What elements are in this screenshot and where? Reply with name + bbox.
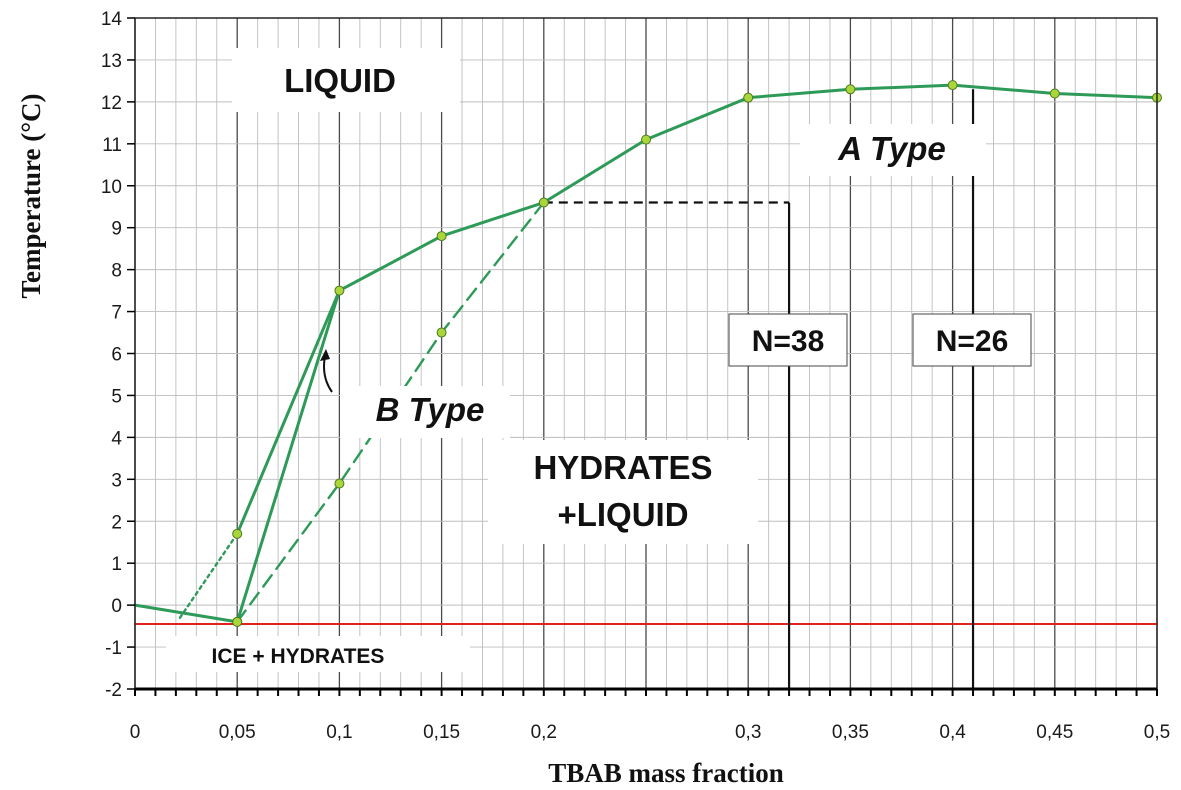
hydrates-liquid-label-bg <box>488 440 758 544</box>
x-tick-label: 0,45 <box>1036 722 1073 743</box>
liquidus-point <box>947 80 958 91</box>
x-tick-label: 0,3 <box>735 722 761 743</box>
ice-hydrates-label-bg <box>166 636 470 672</box>
y-tick-label: -2 <box>105 680 122 701</box>
y-tick-label: 6 <box>111 345 122 366</box>
y-tick-label: 0 <box>111 596 122 617</box>
b-type-arrowhead <box>320 349 330 361</box>
y-tick-label: 4 <box>111 428 122 449</box>
x-axis-title: TBAB mass fraction <box>548 758 784 788</box>
hydrates-label-line1: HYDRATES <box>533 449 712 486</box>
y-tick-label: 11 <box>102 135 122 156</box>
y-tick-label: 7 <box>111 303 122 324</box>
b-type-metastable-point <box>436 327 447 338</box>
y-tick-label: 3 <box>111 470 122 491</box>
b-type-metastable-point <box>334 478 345 489</box>
x-tick-label: 0,35 <box>832 722 869 743</box>
liquidus-point <box>436 231 447 242</box>
y-tick-label: 9 <box>111 219 122 240</box>
x-tick-label: 0 <box>130 722 141 743</box>
liquid-region-label: LIQUID <box>284 62 396 99</box>
y-tick-label: 2 <box>111 512 122 533</box>
n38-label: N=38 <box>752 325 825 358</box>
x-tick-label: 0,5 <box>1144 722 1170 743</box>
y-tick-label: 10 <box>101 177 122 198</box>
eutectic-point <box>232 616 243 627</box>
b-type-liquidus-line <box>235 290 341 535</box>
b-type-extension-line <box>178 532 239 619</box>
liquidus-point <box>1049 88 1060 99</box>
plot-frame <box>127 17 1158 696</box>
n38-label-box: N=38 <box>728 313 848 367</box>
b-type-label-bg <box>340 386 510 438</box>
b-type-label: B Type <box>376 391 485 428</box>
a-type-label: A Type <box>837 130 946 167</box>
liquidus-point <box>334 285 345 296</box>
a-type-label-bg <box>800 124 986 176</box>
liquidus-point <box>641 134 651 145</box>
y-tick-label: 14 <box>101 9 123 30</box>
n26-label: N=26 <box>936 325 1009 358</box>
x-tick-label: 0,05 <box>219 722 256 743</box>
y-tick-label: 12 <box>101 93 122 114</box>
y-tick-label: 1 <box>111 554 122 575</box>
x-tick-label: 0,1 <box>326 722 352 743</box>
composition-guides <box>543 89 975 689</box>
n26-label-box: N=26 <box>912 313 1032 367</box>
y-tick-label: 13 <box>101 51 122 72</box>
ice-hydrates-region-label: ICE + HYDRATES <box>212 645 385 668</box>
x-tick-label: 0,4 <box>939 722 966 743</box>
y-tick-label: -1 <box>105 638 122 659</box>
x-tick-labels: 0 0,05 0,1 0,15 0,2 0,3 0,35 0,4 0,45 0,5 <box>130 722 1171 743</box>
hydrates-label-line2: +LIQUID <box>557 496 688 533</box>
region-labels: LIQUID A Type B Type HYDRATES +LIQUID IC… <box>166 48 1032 672</box>
y-tick-label: 8 <box>111 261 122 282</box>
liquidus-point <box>845 84 856 95</box>
y-axis-title: Temperature (°C) <box>16 93 46 298</box>
y-tick-label: 5 <box>111 386 122 407</box>
b-type-extension-point <box>232 528 243 539</box>
data-point-markers <box>232 80 1162 627</box>
liquidus-point <box>743 92 754 103</box>
liquidus-point <box>538 197 549 208</box>
x-tick-label: 0,2 <box>531 722 557 743</box>
x-tick-label: 0,15 <box>423 722 460 743</box>
liquid-label-bg <box>232 48 460 112</box>
